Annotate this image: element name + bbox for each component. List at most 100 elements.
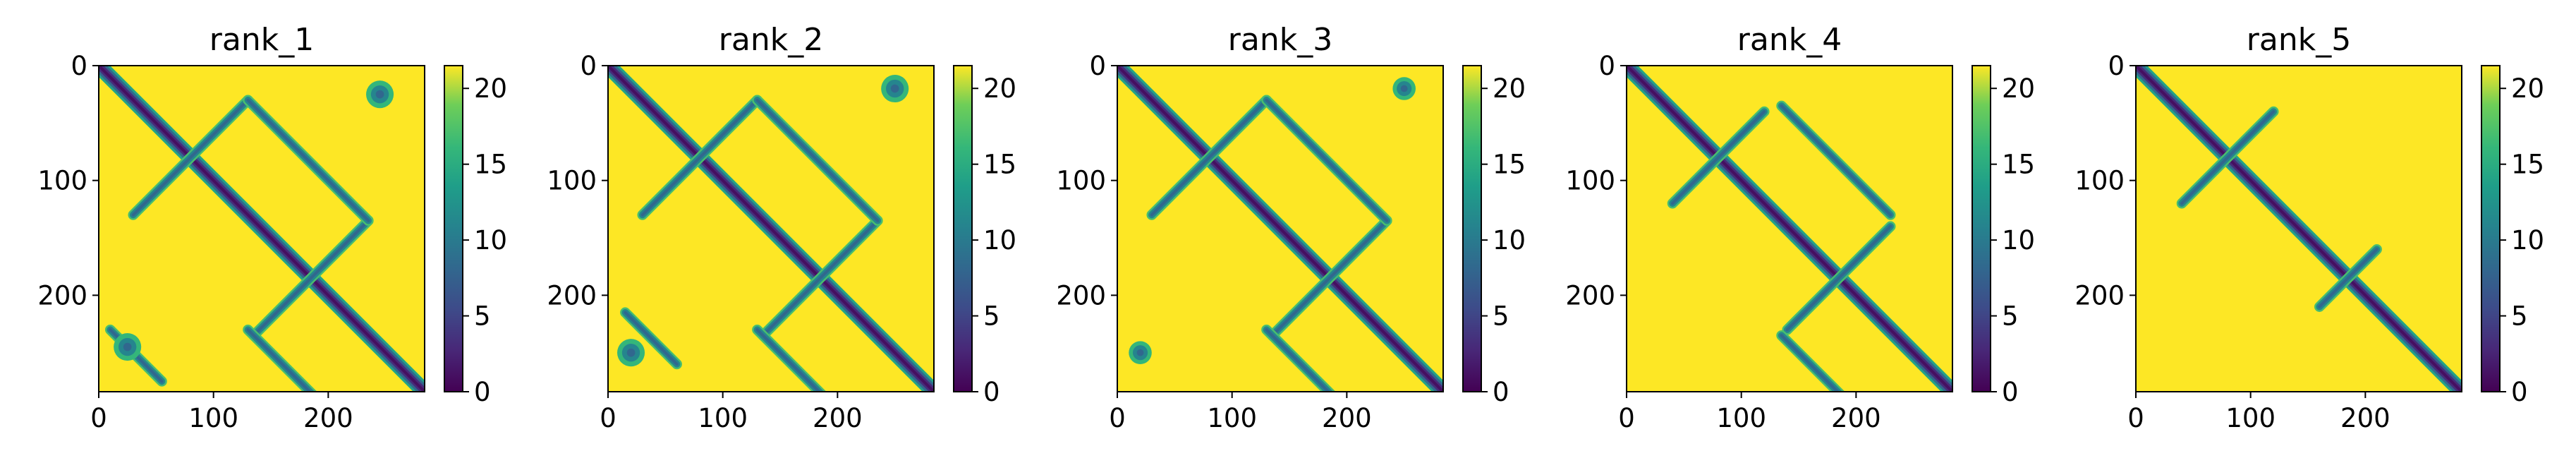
y-tick-label: 100	[2074, 166, 2125, 196]
y-tick-label: 200	[547, 280, 597, 311]
colorbar	[1972, 66, 1991, 392]
colorbar-tick-label: 10	[2002, 225, 2035, 255]
colorbar	[954, 66, 972, 392]
antidiagonal-band	[1785, 224, 1892, 332]
contact-cluster	[375, 90, 384, 99]
colorbar-tick-label: 15	[2002, 150, 2035, 180]
offdiagonal-band	[1780, 334, 1840, 392]
contact-cluster	[890, 84, 899, 93]
x-tick-label: 100	[2225, 403, 2276, 433]
antidiagonal-band	[1670, 109, 1766, 205]
contact-cluster	[123, 342, 132, 351]
y-tick-label: 100	[1565, 166, 1615, 196]
x-tick-label: 100	[1716, 403, 1766, 433]
colorbar-tick-label: 20	[1493, 73, 1526, 104]
colorbar-frame	[1462, 65, 1482, 392]
offdiagonal-band	[624, 311, 679, 366]
heatmap-frame	[2135, 65, 2462, 392]
heatmap-cells	[608, 66, 934, 392]
antidiagonal-band	[2180, 109, 2276, 205]
colorbar-tick-label: 0	[2002, 377, 2019, 407]
main-diagonal	[608, 66, 934, 392]
y-tick-label: 100	[37, 166, 87, 196]
y-tick-label: 100	[1056, 166, 1106, 196]
main-diagonal	[2136, 66, 2462, 392]
antidiagonal-band	[1150, 98, 1268, 217]
contact-cluster	[626, 348, 636, 357]
antidiagonal-band	[252, 219, 370, 337]
panel-title: rank_3	[1228, 22, 1332, 58]
offdiagonal-band	[1265, 98, 1389, 222]
y-tick-label: 0	[2108, 51, 2125, 81]
colorbar-tick-label: 10	[474, 225, 507, 255]
panel-title: rank_4	[1737, 22, 1842, 58]
x-tick-label: 100	[698, 403, 748, 433]
offdiagonal-band	[1780, 104, 1892, 217]
main-diagonal	[1627, 66, 1952, 392]
contact-cluster	[1136, 349, 1144, 356]
main-diagonal	[99, 66, 425, 392]
antidiagonal-band	[2318, 248, 2378, 308]
colorbar-tick-label: 5	[2002, 301, 2019, 332]
panel-title: rank_2	[719, 22, 823, 58]
panel-4: rank_4 0 100 200 0 100 200 0 5 10 15 20	[1565, 22, 2035, 433]
x-tick-label: 100	[188, 403, 238, 433]
heatmap-cells	[99, 66, 425, 392]
colorbar	[2481, 66, 2500, 392]
heatmap-frame	[1626, 65, 1953, 392]
heatmap-frame	[98, 65, 425, 392]
colorbar-tick-label: 15	[983, 150, 1016, 180]
y-tick-label: 200	[1056, 280, 1106, 311]
panel-5: rank_5 0 100 200 0 100 200 0 5 10 15 20	[2074, 22, 2544, 433]
y-tick-label: 0	[1089, 51, 1106, 81]
x-tick-label: 100	[1207, 403, 1257, 433]
colorbar-tick-label: 15	[2511, 150, 2544, 180]
heatmap-cells	[1117, 66, 1443, 392]
offdiagonal-band	[755, 98, 880, 222]
antidiagonal-band	[1270, 219, 1389, 337]
colorbar-tick-label: 0	[2511, 377, 2528, 407]
colorbar-tick-label: 20	[2511, 73, 2544, 104]
colorbar-tick-label: 20	[2002, 73, 2035, 104]
x-tick-label: 200	[303, 403, 353, 433]
x-tick-label: 200	[2340, 403, 2390, 433]
x-tick-label: 0	[2127, 403, 2144, 433]
offdiagonal-band	[246, 98, 370, 222]
heatmap-cells	[2136, 66, 2462, 392]
y-tick-label: 0	[1598, 51, 1615, 81]
colorbar-tick-label: 20	[474, 73, 507, 104]
x-tick-label: 200	[1831, 403, 1881, 433]
x-tick-label: 200	[813, 403, 863, 433]
heatmap-cells	[1627, 66, 1952, 392]
panel-3: rank_3 0 100 200 0 100 200 0 5 10 15 20	[1056, 22, 1526, 433]
colorbar-tick-label: 10	[1493, 225, 1526, 255]
offdiagonal-band	[755, 328, 822, 392]
panel-2: rank_2 0 100 200 0 100 200 0 5 10 15 20	[547, 22, 1016, 433]
heatmap-frame	[1117, 65, 1444, 392]
colorbar-frame	[444, 65, 463, 392]
x-tick-label: 0	[1618, 403, 1635, 433]
colorbar-tick-label: 0	[474, 377, 491, 407]
colorbar-tick-label: 10	[2511, 225, 2544, 255]
panel-title: rank_1	[209, 22, 314, 58]
colorbar-tick-label: 15	[1493, 150, 1526, 180]
colorbar	[1463, 66, 1481, 392]
colorbar-tick-label: 5	[474, 301, 491, 332]
colorbar-tick-label: 0	[1493, 377, 1509, 407]
main-diagonal	[1117, 66, 1443, 392]
colorbar-tick-label: 5	[1493, 301, 1509, 332]
colorbar-tick-label: 15	[474, 150, 507, 180]
colorbar-frame	[1972, 65, 1991, 392]
x-tick-label: 200	[1322, 403, 1372, 433]
colorbar-tick-label: 0	[983, 377, 1000, 407]
colorbar-tick-label: 5	[2511, 301, 2528, 332]
y-tick-label: 200	[37, 280, 87, 311]
offdiagonal-band	[246, 328, 312, 392]
colorbar-frame	[2481, 65, 2501, 392]
antidiagonal-band	[131, 98, 250, 217]
y-tick-label: 200	[2074, 280, 2125, 311]
x-tick-label: 0	[1109, 403, 1126, 433]
panel-title: rank_5	[2247, 22, 2351, 58]
contact-cluster	[1400, 85, 1408, 92]
